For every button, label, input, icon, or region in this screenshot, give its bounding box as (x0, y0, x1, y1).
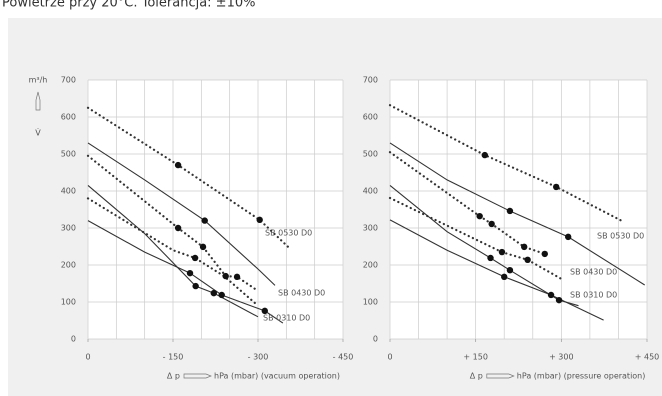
y-tick-label: 400 (61, 187, 76, 196)
y-tick-label: 300 (363, 224, 378, 233)
x-tick-label: - 450 (333, 353, 354, 362)
x-label-symbol: Δ p (470, 372, 483, 381)
y-tick-label: 0 (373, 335, 378, 344)
data-point (488, 220, 495, 228)
data-point (552, 183, 560, 191)
dotted-line (388, 196, 565, 281)
line-label: SB 0530 D0 (265, 229, 312, 238)
y-tick-label: 200 (363, 261, 378, 270)
y-tick-label: 700 (363, 76, 378, 85)
caption: Powietrze przy 20°C. Tolerancja: ±10% (2, 0, 255, 11)
line-label: SB 0430 D0 (278, 289, 325, 298)
x-tick-label: 0 (85, 353, 90, 362)
data-point (174, 161, 182, 169)
data-point (261, 307, 268, 315)
data-point (547, 291, 555, 299)
data-point (191, 254, 199, 262)
data-point (218, 291, 225, 299)
data-point (564, 233, 572, 241)
data-point (487, 254, 494, 262)
x-label: hPa (mbar) (pressure operation) (517, 372, 646, 381)
y-label-icon (35, 91, 41, 111)
data-point (201, 217, 208, 224)
y-tick-label: 100 (61, 298, 76, 307)
line-label: SB 0530 D0 (597, 232, 644, 241)
data-point (555, 296, 563, 304)
data-point (174, 224, 182, 232)
y-tick-label: 600 (363, 113, 378, 122)
data-point (501, 273, 508, 281)
y-tick-label: 500 (363, 150, 378, 159)
x-label-symbol: Δ p (167, 372, 180, 381)
dotted-line (86, 154, 260, 292)
arrow-icon (183, 373, 212, 379)
x-tick-label: + 300 (549, 353, 574, 362)
x-tick-label: 0 (387, 353, 392, 362)
y-tick-label: 600 (61, 113, 76, 122)
data-point (256, 216, 263, 224)
data-point (476, 212, 483, 220)
data-point (524, 256, 531, 264)
plot-area (390, 80, 647, 339)
x-tick-label: + 150 (463, 353, 488, 362)
data-point (481, 151, 489, 159)
y-tick-label: 400 (363, 187, 378, 196)
y-tick-label: 300 (61, 224, 76, 233)
y-label: m³/h (29, 76, 48, 85)
x-label: hPa (mbar) (vacuum operation) (214, 372, 340, 381)
y-tick-label: 700 (61, 76, 76, 85)
data-point (186, 269, 194, 277)
x-tick-label: - 300 (248, 353, 269, 362)
dotted-line (388, 104, 626, 224)
arrow-icon (486, 373, 515, 379)
line (87, 220, 284, 324)
data-point (506, 207, 514, 215)
line-label: SB 0310 D0 (570, 291, 617, 300)
data-point (192, 282, 199, 290)
data-point (541, 250, 548, 258)
y-tick-label: 100 (363, 298, 378, 307)
data-point (506, 266, 514, 274)
line-label: SB 0310 D0 (263, 314, 310, 323)
data-point (498, 248, 506, 256)
plot-area (88, 80, 343, 339)
data-point (521, 243, 528, 251)
data-point (233, 273, 241, 281)
y-tick-label: 200 (61, 261, 76, 270)
line (389, 184, 579, 307)
data-point (222, 272, 229, 280)
data-point (199, 243, 207, 251)
line-label: SB 0430 D0 (570, 268, 617, 277)
data-point (210, 289, 217, 297)
y-tick-label: 0 (71, 335, 76, 344)
y-tick-label: 500 (61, 150, 76, 159)
dotted-line (86, 106, 291, 250)
x-tick-label: + 450 (635, 353, 660, 362)
y-label-symbol: V̇ (35, 127, 41, 137)
x-tick-label: - 150 (163, 353, 184, 362)
